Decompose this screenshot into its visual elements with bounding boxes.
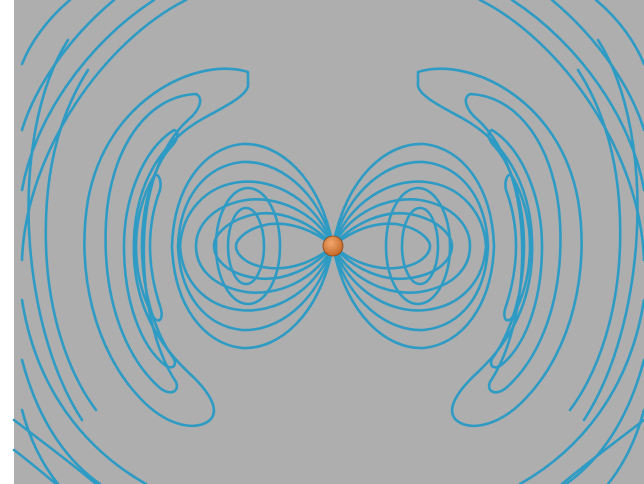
crescent-loops-right <box>416 67 583 428</box>
field-line <box>134 173 163 322</box>
field-line <box>20 298 148 484</box>
field-line <box>20 0 72 66</box>
field-line <box>510 0 644 192</box>
field-line <box>594 0 644 66</box>
field-line <box>331 211 454 281</box>
field-line <box>170 142 335 350</box>
field-line <box>503 173 532 322</box>
field-line <box>27 38 84 422</box>
field-line <box>518 298 644 484</box>
field-line <box>560 418 644 484</box>
field-line <box>12 418 98 484</box>
field-line <box>331 180 488 312</box>
charge-sphere <box>322 235 344 257</box>
outer-arcs-left <box>20 0 188 484</box>
field-line <box>104 92 202 394</box>
outer-arcs-right <box>478 0 644 484</box>
field-line <box>214 186 282 306</box>
field-line <box>20 358 102 484</box>
field-line <box>194 198 335 294</box>
field-line <box>400 206 440 286</box>
field-line <box>331 160 490 332</box>
field-line <box>568 68 622 412</box>
field-line <box>464 92 562 394</box>
inner-loops-left <box>170 142 335 350</box>
field-line <box>178 180 335 312</box>
field-line <box>331 198 472 294</box>
field-line <box>487 128 544 369</box>
field-line <box>20 0 156 192</box>
field-line <box>44 68 98 412</box>
field-line <box>20 408 60 484</box>
field-line <box>234 222 335 270</box>
inner-loops-right <box>331 142 496 350</box>
field-line <box>176 160 335 332</box>
field-line <box>212 211 335 281</box>
field-line <box>606 408 644 484</box>
field-line <box>12 448 58 484</box>
bottom-arcs <box>12 418 644 484</box>
field-line <box>384 186 452 306</box>
field-line <box>331 222 432 270</box>
field-line <box>331 142 496 350</box>
crescent-loops-left <box>83 67 250 428</box>
field-line <box>122 128 179 369</box>
field-line <box>226 206 266 286</box>
field-line <box>564 358 644 484</box>
field-line <box>582 38 639 422</box>
